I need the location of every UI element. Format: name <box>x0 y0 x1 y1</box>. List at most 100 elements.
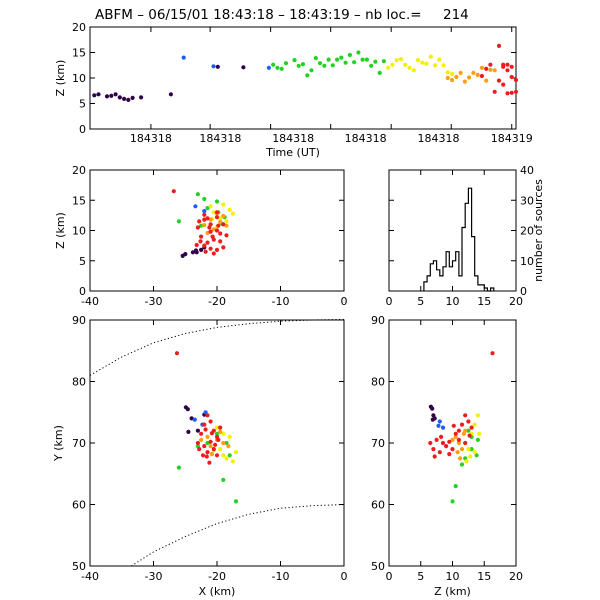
xz-panel-point <box>221 202 226 207</box>
time-panel-point <box>211 64 216 69</box>
xy-panel-point <box>209 452 214 457</box>
zy-panel-xtick-label: 0 <box>386 570 393 583</box>
xz-panel-point <box>216 223 221 228</box>
xy-panel-point <box>192 417 197 422</box>
time-panel-point <box>411 68 416 73</box>
time-panel-ytick-label: 0 <box>79 123 86 136</box>
xz-panel-point <box>221 245 226 250</box>
time-panel-point <box>360 57 365 62</box>
histogram-ytick-label: 30 <box>520 194 534 207</box>
zy-panel-point <box>463 440 468 446</box>
zy-panel-point <box>440 425 446 430</box>
zy-panel-point <box>490 351 495 356</box>
time-panel-point <box>445 70 450 75</box>
xz-panel-point <box>202 196 207 202</box>
time-panel-point <box>407 65 412 70</box>
zy-panel-xtick-label: 20 <box>509 570 523 583</box>
xy-panel-point <box>208 419 213 424</box>
time-panel-point <box>275 65 280 70</box>
xz-panel-point <box>205 206 210 211</box>
xy-panel-point <box>209 431 214 436</box>
xz-panel-point <box>190 250 195 255</box>
xz-panel-ytick-label: 20 <box>72 164 86 177</box>
time-panel-point <box>454 74 459 80</box>
xy-panel-ytick-label: 90 <box>72 314 86 327</box>
time-panel-point <box>471 70 476 75</box>
time-panel-point <box>181 55 186 60</box>
time-panel-point <box>381 59 386 64</box>
xy-panel: 50 60 70 80 90 -40 -30 -20 -10 0 X (km) Y (km) <box>52 314 348 598</box>
histogram-ylabel: number of sources <box>532 179 545 282</box>
xy-panel-point <box>203 410 208 415</box>
time-panel-point <box>437 57 442 62</box>
zy-panel-point <box>447 452 452 457</box>
xy-panel-point <box>202 422 207 427</box>
zy-panel-point <box>453 484 458 489</box>
xy-panel-point <box>199 437 204 442</box>
time-panel-point <box>484 78 489 83</box>
xz-panel-point <box>210 234 215 239</box>
xy-panel-point <box>218 429 223 434</box>
histogram-panel-xtick-label: 20 <box>509 295 523 308</box>
histogram-panel-xtick-label: 0 <box>386 295 393 308</box>
zy-panel-point <box>459 422 465 427</box>
xz-panel-point <box>218 219 223 225</box>
time-panel-point <box>335 57 340 62</box>
time-panel: 0 5 10 15 20 184318 184318 184318 184318 184318 18… <box>54 21 533 159</box>
xz-panel-point <box>199 234 204 239</box>
time-panel-ytick-label: 5 <box>79 98 86 111</box>
time-panel-point <box>501 82 506 87</box>
time-panel-point <box>450 71 455 76</box>
time-panel-point <box>415 58 421 63</box>
zy-panel-xtick-label: 5 <box>417 570 424 583</box>
xy-panel-point <box>221 431 226 436</box>
xy-panel-xtick-label: -30 <box>145 570 163 583</box>
time-panel-point <box>488 62 493 67</box>
time-panel-point <box>420 60 425 65</box>
time-panel-point <box>479 65 484 70</box>
time-panel-point <box>403 62 408 67</box>
histogram-outline <box>423 187 495 292</box>
xy-panel-ytick-label: 80 <box>72 376 86 389</box>
histogram-panel-xtick-label: 10 <box>446 295 460 308</box>
zy-panel-frame <box>388 319 517 567</box>
xz-panel-ylabel: Z (km) <box>54 212 67 249</box>
zy-panel-point <box>474 453 479 458</box>
xy-panel-xtick-label: 0 <box>341 570 348 583</box>
zy-panel-point <box>437 450 442 455</box>
zy-panel-point <box>436 423 441 428</box>
xy-panel-frame <box>89 319 345 567</box>
time-panel-point <box>394 58 399 63</box>
zy-panel-xtick-label: 10 <box>446 570 460 583</box>
xz-panel-point <box>208 204 213 209</box>
zy-panel-point <box>477 431 482 436</box>
time-panel-point <box>505 91 510 96</box>
time-panel-point <box>492 89 497 94</box>
xz-panel-point <box>195 225 200 230</box>
xy-panel-point <box>224 456 229 461</box>
xz-panel-point <box>224 233 229 238</box>
time-panel-point <box>139 95 144 100</box>
time-panel-point <box>117 95 122 100</box>
xy-panel-ylabel: Y (km) <box>52 425 65 462</box>
xy-panel-point <box>227 453 232 458</box>
xy-panel-point <box>214 453 220 458</box>
xy-panel-point <box>213 442 218 447</box>
xy-panel-point <box>226 444 231 449</box>
time-panel-xtick-label: 184318 <box>345 132 387 145</box>
xz-panel-point <box>230 211 235 216</box>
xz-panel-point <box>214 228 220 233</box>
time-panel-point <box>509 74 514 80</box>
zy-panel-point <box>467 433 472 438</box>
xy-panel-point <box>202 444 207 449</box>
xz-panel-point <box>202 223 207 228</box>
time-panel-point <box>96 92 101 97</box>
time-panel-point <box>241 65 246 70</box>
xy-panel-xtick-label: -20 <box>208 570 226 583</box>
xz-panel-point <box>198 239 203 244</box>
xy-panel-point <box>207 460 212 465</box>
zy-panel-point <box>464 459 469 464</box>
zy-panel-point <box>444 444 449 449</box>
zy-panel-point <box>453 431 458 436</box>
time-panel-point <box>356 50 361 55</box>
